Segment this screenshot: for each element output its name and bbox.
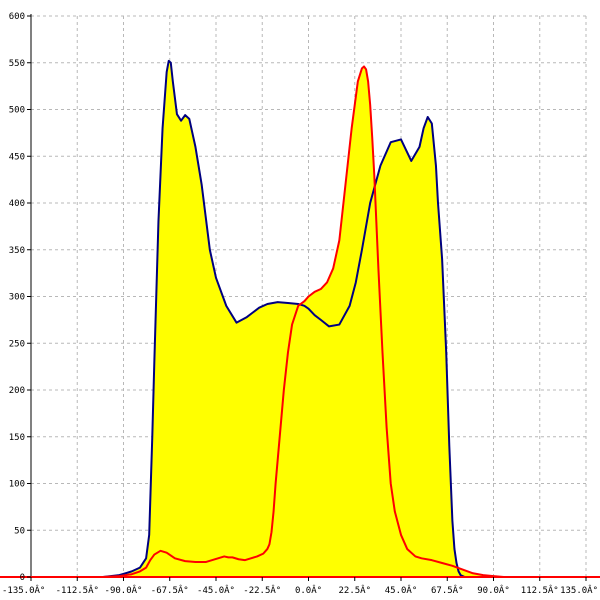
axes [0, 14, 600, 581]
y-tick-label: 450 [9, 152, 25, 162]
y-tick-label: 600 [9, 12, 25, 22]
x-tick-label: 0.0Â° [295, 584, 322, 596]
y-tick-label: 350 [9, 246, 25, 256]
x-tick-label: 22.5Â° [338, 584, 371, 596]
x-tick-label: -22.5Â° [243, 584, 281, 596]
y-tick-label: 50 [14, 526, 25, 536]
y-tick-label: 550 [9, 59, 25, 69]
series-lines [31, 59, 586, 578]
y-tick-label: 200 [9, 386, 25, 396]
y-tick-label: 0 [20, 573, 25, 583]
series-fill-areas [31, 60, 586, 578]
y-tick-label: 500 [9, 106, 25, 116]
series-2-fill [31, 66, 586, 578]
y-tick-label: 400 [9, 199, 25, 209]
x-tick-labels: -135.0Â° -112.5Â° -90.0Â° -67.5Â° -45.0Â° -22… [2, 584, 598, 596]
y-tick-label: 250 [9, 339, 25, 349]
x-tick-label: 112.5Â° [521, 584, 559, 596]
series-1-line [31, 59, 586, 578]
x-tick-label: 90.0Â° [477, 584, 510, 596]
y-tick-label: 100 [9, 480, 25, 490]
x-tick-label: -45.0Â° [197, 584, 235, 596]
x-tick-label: -112.5Â° [56, 584, 99, 596]
x-tick-label: -135.0Â° [2, 584, 45, 596]
x-tick-label: 135.0Â° [560, 584, 598, 596]
x-tick-label: 67.5Â° [431, 584, 464, 596]
x-tick-label: 45.0Â° [385, 584, 418, 596]
y-tick-labels: 0 50 100 150 200 250 300 350 400 450 500 550 600 [9, 12, 25, 583]
series-2-line [31, 65, 586, 578]
x-tick-label: -67.5Â° [151, 584, 189, 596]
x-tick-label: -90.0Â° [105, 584, 143, 596]
y-tick-label: 150 [9, 433, 25, 443]
y-tick-label: 300 [9, 293, 25, 303]
